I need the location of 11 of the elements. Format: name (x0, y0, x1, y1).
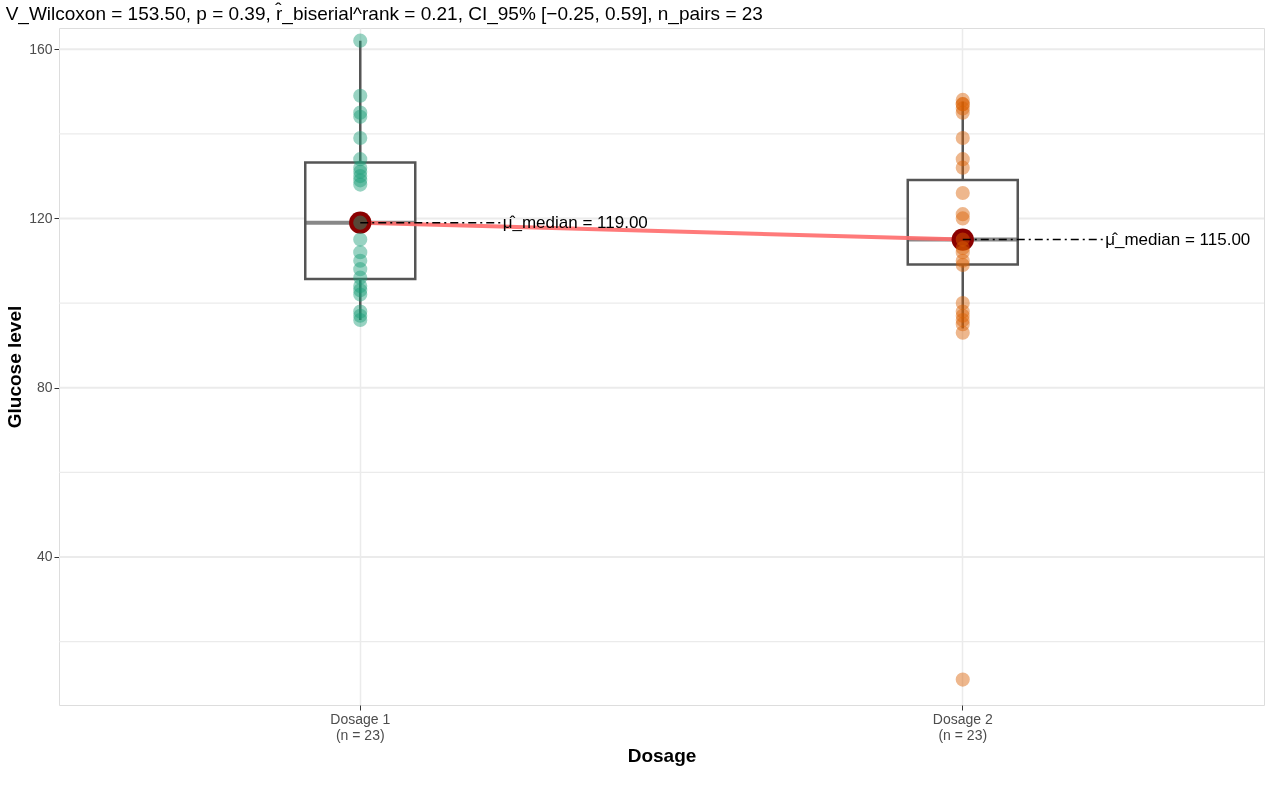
x-axis-title: Dosage (627, 744, 697, 766)
annotation: μ̂_median = 115.00 (1105, 229, 1251, 249)
y-tick-label: 80 (36, 379, 53, 396)
y-axis-title: Glucose level (4, 305, 26, 429)
chart-title: V_Wilcoxon = 153.50, p = 0.39, r̂_biserial^rank = 0.21, CI_95% [−0.25, 0.59], n_pairs = 23 (5, 2, 763, 25)
x-tick-label: Dosage 2 (n = 23) (932, 710, 993, 743)
x-tick-label: Dosage 1 (n = 23) (330, 710, 391, 743)
y-tick-label: 120 (29, 209, 53, 226)
annotation: μ̂_median = 119.00 (502, 212, 648, 232)
y-tick-label: 160 (29, 40, 53, 57)
y-tick-label: 40 (36, 548, 53, 565)
